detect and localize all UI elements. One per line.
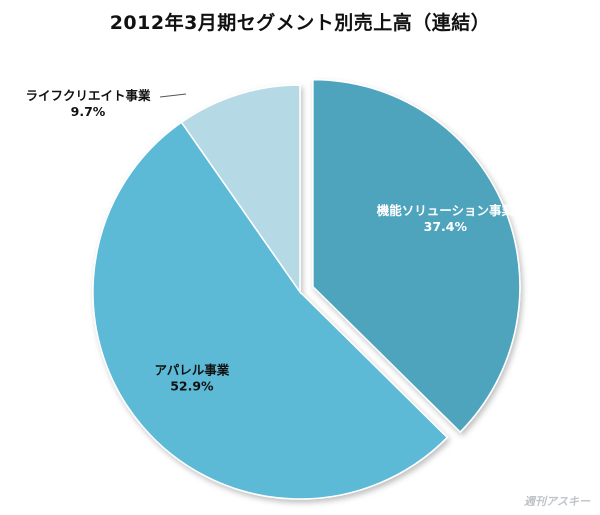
watermark-logo: 週刊アスキー [524, 495, 590, 508]
leader-line [159, 93, 187, 98]
slice-label-1: 機能ソリューション事業 [377, 203, 515, 218]
pie-slice-1 [312, 78, 521, 434]
slice-value-1: 37.4% [424, 219, 468, 234]
chart-title: 2012年3月期セグメント別売上高（連結） [109, 12, 491, 34]
slice-label-3: ライフクリエイト事業 [25, 88, 151, 103]
slice-label-2: アパレル事業 [155, 363, 230, 378]
pie-slice-3 [180, 84, 301, 295]
slice-value-3: 9.7% [71, 104, 106, 119]
slice-value-2: 52.9% [170, 379, 214, 394]
pie-slice-2 [92, 121, 449, 500]
